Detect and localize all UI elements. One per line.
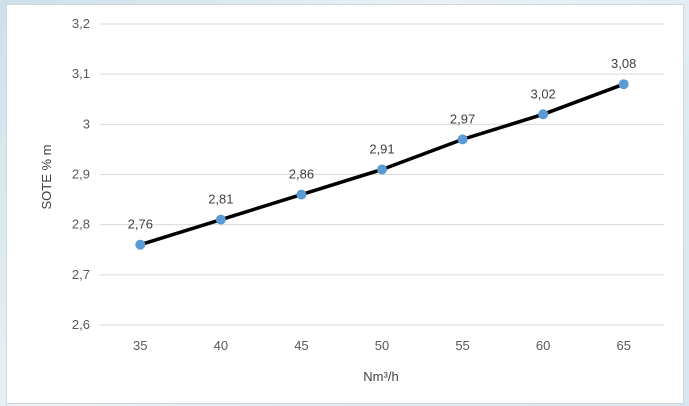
- data-label: 2,76: [128, 217, 153, 232]
- data-point: [618, 79, 629, 90]
- chart-frame: 2,6 2,7 2,8 2,9 3 3,1 3,2 35 40 45 50 55 60 65 2,76 2…: [6, 4, 684, 404]
- data-points: [135, 79, 629, 250]
- data-label: 2,86: [289, 167, 314, 182]
- x-tick-label: 35: [133, 338, 147, 353]
- x-axis-title: Nm³/h: [363, 369, 398, 384]
- x-tick-label: 65: [616, 338, 630, 353]
- data-label: 2,81: [208, 192, 233, 207]
- y-tick-label: 3,1: [72, 66, 90, 81]
- data-label: 2,91: [369, 141, 394, 156]
- data-labels: 2,76 2,81 2,86 2,91 2,97 3,02 3,08: [128, 56, 637, 232]
- data-point: [377, 164, 387, 175]
- data-point: [457, 134, 468, 145]
- y-axis-ticks: 2,6 2,7 2,8 2,9 3 3,1 3,2: [72, 16, 90, 332]
- y-tick-label: 2,9: [72, 167, 90, 182]
- y-tick-label: 2,6: [72, 317, 90, 332]
- data-point: [538, 109, 549, 120]
- y-tick-label: 2,7: [72, 267, 90, 282]
- data-label: 3,08: [611, 56, 636, 71]
- y-axis-title: SOTE % m: [39, 144, 54, 209]
- line-chart: 2,62,72,82,933,13,2 35 40 45 50 55 60 65 2,762…: [39, 16, 664, 384]
- x-axis-ticks: 35 40 45 50 55 60 65: [133, 338, 631, 353]
- data-point: [135, 239, 146, 250]
- x-tick-label: 50: [375, 338, 389, 353]
- y-tick-label: 3: [83, 116, 90, 131]
- x-tick-label: 60: [536, 338, 550, 353]
- data-label: 2,97: [450, 111, 475, 126]
- x-tick-label: 40: [214, 338, 228, 353]
- data-point: [296, 189, 307, 200]
- data-label: 3,02: [530, 86, 555, 101]
- x-tick-label: 45: [294, 338, 308, 353]
- y-tick-label: 2,8: [72, 217, 90, 232]
- data-point: [215, 214, 226, 225]
- x-tick-label: 55: [455, 338, 469, 353]
- y-tick-label: 3,2: [72, 16, 90, 31]
- gridlines: [100, 23, 664, 326]
- series-line: [139, 82, 625, 247]
